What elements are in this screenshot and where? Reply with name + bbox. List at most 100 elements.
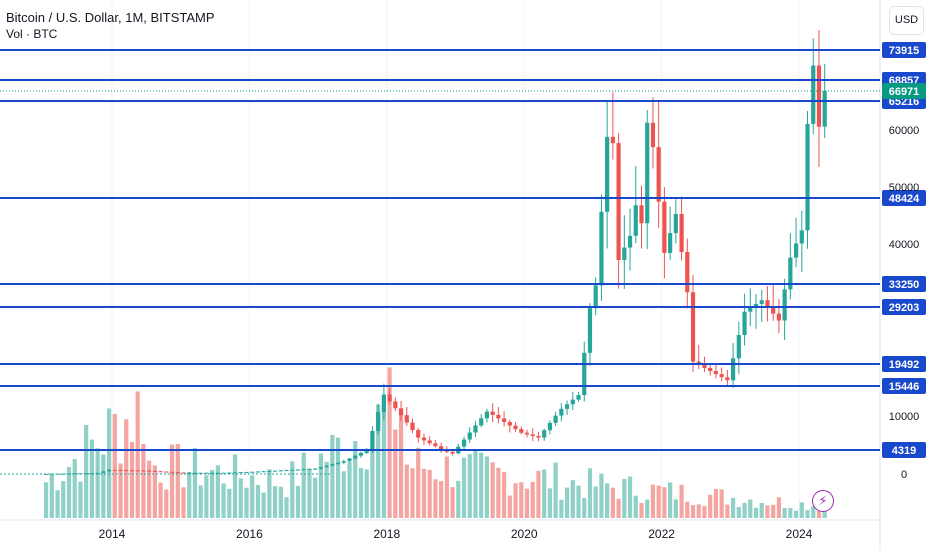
y-tick-label: 50000 [889, 182, 920, 194]
candle-body [439, 446, 444, 450]
candle-body [210, 472, 215, 474]
candle-body [410, 422, 415, 431]
candle-body [158, 471, 163, 473]
volume-bar [61, 481, 66, 518]
candle-body [793, 243, 799, 258]
candle-body [605, 136, 610, 212]
candle-body [313, 468, 318, 470]
volume-bar [782, 508, 787, 518]
candle-body [725, 377, 730, 381]
candle-body [89, 473, 94, 475]
volume-bar [204, 475, 209, 518]
candle-body [542, 430, 547, 438]
volume-bar [227, 488, 232, 518]
volume-bar [267, 469, 272, 518]
volume-bar [387, 367, 392, 518]
volume-bar [158, 482, 163, 518]
candle-body [101, 471, 106, 473]
x-tick-label: 2014 [99, 527, 126, 541]
volume-label: Vol · BTC [6, 27, 58, 41]
candle-body [169, 471, 175, 473]
volume-bar [605, 483, 610, 518]
candle-body [450, 451, 455, 454]
volume-bar [662, 487, 667, 518]
candle-body [702, 364, 707, 368]
candle-body [524, 432, 530, 435]
candle-body [736, 334, 741, 359]
currency-button[interactable]: USD [889, 6, 924, 35]
volume-bar [822, 506, 827, 518]
volume-bar [112, 413, 117, 518]
volume-bar [49, 475, 54, 518]
candle-body [118, 469, 123, 471]
volume-bar [364, 469, 369, 518]
candle-body [44, 473, 49, 475]
level-price-label: 48424 [889, 193, 920, 205]
candle-body [364, 450, 369, 453]
volume-bar [66, 467, 72, 518]
volume-bar [301, 452, 306, 518]
candle-body [593, 285, 598, 309]
volume-bars [44, 367, 827, 518]
candle-body [816, 65, 822, 127]
volume-bar [496, 467, 501, 518]
lightning-icon[interactable]: ⚡ [812, 490, 834, 512]
candle-body [799, 230, 804, 244]
volume-bar [210, 469, 215, 518]
volume-bar [553, 462, 558, 518]
candle-body [473, 425, 478, 433]
candle-body [731, 358, 736, 381]
volume-bar [765, 505, 770, 518]
candle-body [616, 143, 621, 260]
candle-body [811, 65, 816, 124]
candle-body [95, 472, 100, 474]
candle-body [479, 418, 484, 426]
volume-bar [147, 460, 152, 518]
volume-bar [192, 448, 198, 518]
volume-bar [450, 487, 455, 518]
candle-body [427, 440, 432, 444]
volume-bar [124, 419, 129, 518]
level-price-tag [882, 42, 926, 58]
candle-body [376, 412, 381, 431]
volume-bar [427, 469, 432, 518]
candle-body [599, 211, 604, 286]
candle-body [84, 473, 89, 475]
volume-bar [95, 448, 100, 518]
volume-bar [416, 447, 421, 518]
volume-bar [513, 483, 518, 518]
volume-bar [261, 492, 266, 518]
candle-body [610, 136, 615, 144]
candle-body [708, 367, 713, 372]
volume-bar [616, 498, 621, 518]
volume-bar [599, 473, 604, 518]
volume-bar [668, 482, 673, 518]
candle-body [124, 470, 129, 472]
price-axis: 7391568857652164842433250292031949215446… [882, 42, 926, 481]
candle-body [381, 394, 386, 413]
candle-body [227, 472, 232, 474]
candle-body [553, 415, 558, 423]
level-price-tag [882, 356, 926, 372]
volume-bar [221, 483, 226, 518]
candle-body [576, 395, 581, 400]
volume-bar [650, 484, 656, 518]
volume-bar [524, 488, 530, 518]
candle-body [490, 411, 495, 415]
volume-bar [622, 478, 627, 518]
level-price-label: 33250 [889, 279, 920, 291]
volume-bar [169, 444, 175, 518]
horizontal-levels [0, 49, 880, 475]
candle-body [238, 472, 243, 474]
candle-body [147, 470, 152, 472]
candle-body [261, 471, 266, 473]
volume-bar [776, 497, 781, 518]
candle-body [370, 430, 375, 451]
volume-bar [78, 481, 83, 518]
candle-body [324, 465, 329, 468]
candle-body [713, 371, 719, 375]
volume-bar [284, 497, 289, 518]
volume-bar [656, 485, 661, 518]
candle-body [771, 306, 776, 314]
